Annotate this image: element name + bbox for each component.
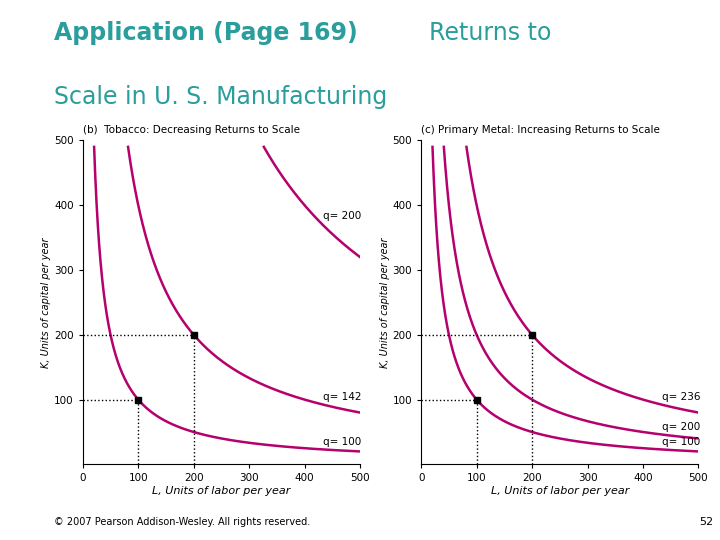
Text: (c) Primary Metal: Increasing Returns to Scale: (c) Primary Metal: Increasing Returns to… xyxy=(421,125,660,136)
X-axis label: L, Units of labor per year: L, Units of labor per year xyxy=(490,486,629,496)
Text: Application (Page 169): Application (Page 169) xyxy=(53,21,357,45)
Text: q= 236: q= 236 xyxy=(662,392,701,402)
Y-axis label: K, Units of capital per year: K, Units of capital per year xyxy=(379,237,390,368)
Y-axis label: K, Units of capital per year: K, Units of capital per year xyxy=(41,237,51,368)
Text: © 2007 Pearson Addison-Wesley. All rights reserved.: © 2007 Pearson Addison-Wesley. All right… xyxy=(53,517,310,527)
Text: q= 100: q= 100 xyxy=(323,437,361,447)
X-axis label: L, Units of labor per year: L, Units of labor per year xyxy=(152,486,291,496)
Text: Scale in U. S. Manufacturing: Scale in U. S. Manufacturing xyxy=(53,85,387,110)
Text: q= 200: q= 200 xyxy=(323,211,361,221)
Text: q= 200: q= 200 xyxy=(662,422,700,433)
Text: q= 100: q= 100 xyxy=(662,437,700,447)
Text: (b)  Tobacco: Decreasing Returns to Scale: (b) Tobacco: Decreasing Returns to Scale xyxy=(83,125,300,136)
Text: 52: 52 xyxy=(699,517,714,527)
Text: q= 142: q= 142 xyxy=(323,392,362,402)
Text: Returns to: Returns to xyxy=(414,21,551,45)
